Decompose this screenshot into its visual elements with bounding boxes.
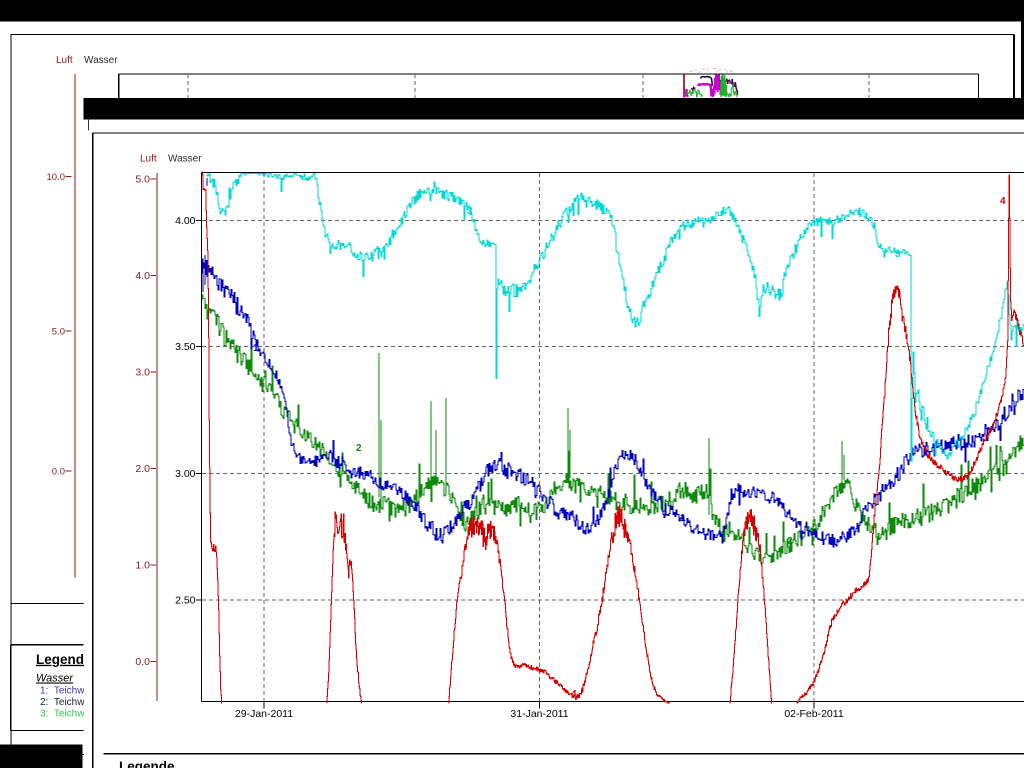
svg-text:3.0: 3.0	[135, 367, 150, 379]
svg-text:Legende: Legende	[36, 652, 92, 667]
svg-text:Legende: Legende	[119, 759, 175, 768]
svg-text:0.0: 0.0	[135, 656, 150, 668]
svg-text:3: 3	[467, 206, 473, 217]
svg-text:4.0: 4.0	[135, 270, 150, 282]
svg-text:0.0: 0.0	[52, 467, 65, 478]
svg-text:3: Teichwasser: 3: Teichwasser	[40, 709, 110, 720]
svg-text:10.0: 10.0	[47, 172, 66, 183]
svg-text:2: 2	[787, 536, 793, 547]
svg-text:Wasser: Wasser	[36, 673, 74, 685]
svg-text:02-Feb-2011: 02-Feb-2011	[784, 708, 844, 720]
svg-text:5.0: 5.0	[52, 327, 65, 338]
svg-text:1: Teichwasser: 1: Teichwasser	[40, 686, 110, 697]
svg-text:2: 2	[356, 443, 362, 454]
svg-text:Wasser: Wasser	[84, 55, 118, 66]
svg-text:2.0: 2.0	[135, 463, 150, 475]
svg-text:1: 1	[253, 343, 259, 354]
svg-text:1.0: 1.0	[135, 560, 150, 572]
svg-text:5.0: 5.0	[135, 174, 150, 186]
svg-text:1: 1	[680, 513, 686, 524]
svg-text:Luft: Luft	[140, 154, 157, 165]
svg-text:3: 3	[895, 249, 901, 260]
svg-text:3.50: 3.50	[175, 341, 196, 353]
svg-text:2.50: 2.50	[175, 595, 196, 607]
svg-text:29-Jan-2011: 29-Jan-2011	[235, 708, 293, 720]
svg-text:Luft: Luft	[56, 55, 73, 66]
svg-text:2: Teichwasser: 2: Teichwasser	[40, 697, 110, 708]
svg-text:3.00: 3.00	[175, 468, 196, 480]
svg-text:4: 4	[1000, 196, 1006, 207]
svg-text:Wasser: Wasser	[168, 154, 202, 165]
svg-text:4.00: 4.00	[175, 215, 196, 227]
svg-text:31-Jan-2011: 31-Jan-2011	[510, 708, 568, 720]
svg-text:4: 4	[571, 689, 577, 700]
